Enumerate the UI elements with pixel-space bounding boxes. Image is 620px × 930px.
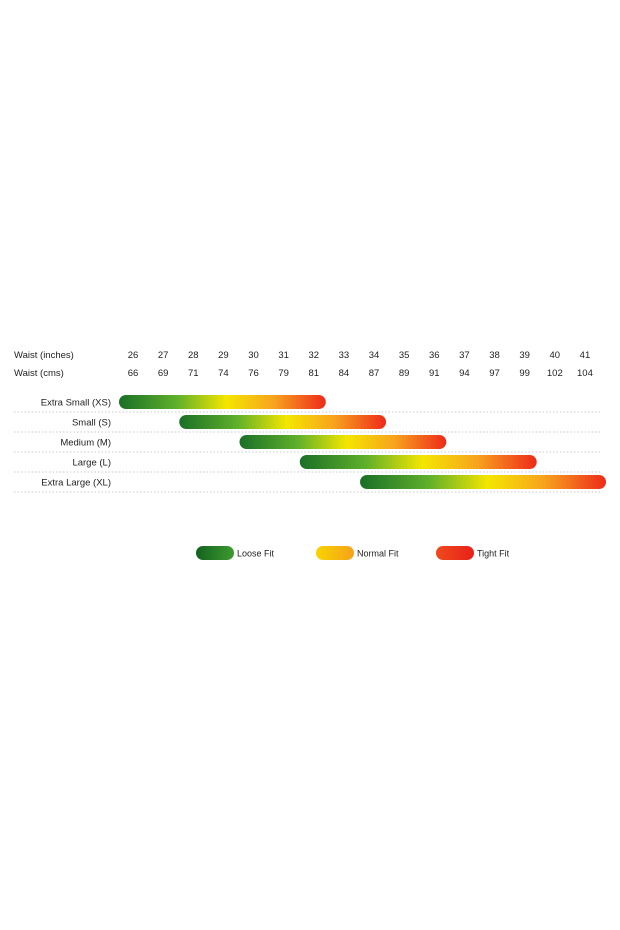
inches-tick-label: 26: [128, 350, 139, 361]
cms-tick-label: 69: [158, 368, 169, 379]
cms-tick-labels: 66 69 71 74 76 79 81 84 87 89 91 94 97 99 102 104: [128, 368, 593, 379]
inches-tick-label: 30: [248, 350, 259, 361]
size-label: Small (S): [72, 418, 111, 429]
cms-tick-label: 94: [459, 368, 470, 379]
size-row: Extra Small (XS): [14, 395, 600, 413]
inches-tick-label: 41: [580, 350, 591, 361]
legend-label: Normal Fit: [357, 549, 399, 559]
cms-tick-label: 84: [339, 368, 350, 379]
legend-loose-fit: Loose Fit: [196, 546, 275, 560]
size-row: Small (S): [14, 415, 600, 433]
size-row: Large (L): [14, 455, 600, 473]
waist-cms-header: Waist (cms): [14, 368, 64, 379]
size-rows: Extra Small (XS) Small (S) Medium (M) Large…: [14, 395, 606, 493]
size-range-bar: [119, 395, 326, 409]
cms-tick-label: 99: [519, 368, 530, 379]
size-label: Extra Large (XL): [41, 478, 111, 489]
inches-tick-label: 38: [489, 350, 500, 361]
inches-tick-label: 36: [429, 350, 440, 361]
legend-label: Tight Fit: [477, 549, 510, 559]
cms-tick-label: 97: [489, 368, 500, 379]
cms-tick-label: 102: [547, 368, 563, 379]
cms-tick-label: 79: [278, 368, 289, 379]
inches-tick-label: 29: [218, 350, 229, 361]
size-label: Extra Small (XS): [41, 398, 111, 409]
cms-tick-label: 76: [248, 368, 259, 379]
cms-tick-label: 66: [128, 368, 139, 379]
legend-swatch: [196, 546, 234, 560]
waist-inches-header: Waist (inches): [14, 350, 74, 361]
inches-tick-label: 27: [158, 350, 169, 361]
size-range-bar: [179, 415, 387, 429]
inches-tick-label: 32: [308, 350, 319, 361]
cms-tick-label: 81: [308, 368, 319, 379]
inches-tick-label: 39: [519, 350, 530, 361]
cms-tick-label: 89: [399, 368, 410, 379]
inches-tick-label: 37: [459, 350, 470, 361]
size-range-bar: [360, 475, 606, 489]
size-label: Large (L): [72, 458, 111, 469]
cms-tick-label: 91: [429, 368, 440, 379]
cms-tick-label: 71: [188, 368, 199, 379]
size-row: Extra Large (XL): [14, 475, 606, 493]
inches-tick-label: 33: [339, 350, 350, 361]
inches-tick-label: 35: [399, 350, 410, 361]
inches-tick-label: 31: [278, 350, 289, 361]
size-range-bar: [239, 435, 447, 449]
cms-tick-label: 87: [369, 368, 380, 379]
legend-swatch: [436, 546, 474, 560]
cms-tick-label: 74: [218, 368, 229, 379]
legend-label: Loose Fit: [237, 549, 275, 559]
inches-tick-label: 40: [550, 350, 561, 361]
legend-tight-fit: Tight Fit: [436, 546, 510, 560]
inches-tick-label: 34: [369, 350, 380, 361]
cms-tick-label: 104: [577, 368, 593, 379]
size-label: Medium (M): [60, 438, 111, 449]
legend-swatch: [316, 546, 354, 560]
inches-tick-label: 28: [188, 350, 199, 361]
legend-normal-fit: Normal Fit: [316, 546, 399, 560]
legend: Loose Fit Normal Fit Tight Fit: [196, 546, 510, 560]
inches-tick-labels: 26 27 28 29 30 31 32 33 34 35 36 37 38 39 40 41: [128, 350, 591, 361]
size-range-bar: [299, 455, 537, 469]
size-row: Medium (M): [14, 435, 600, 453]
